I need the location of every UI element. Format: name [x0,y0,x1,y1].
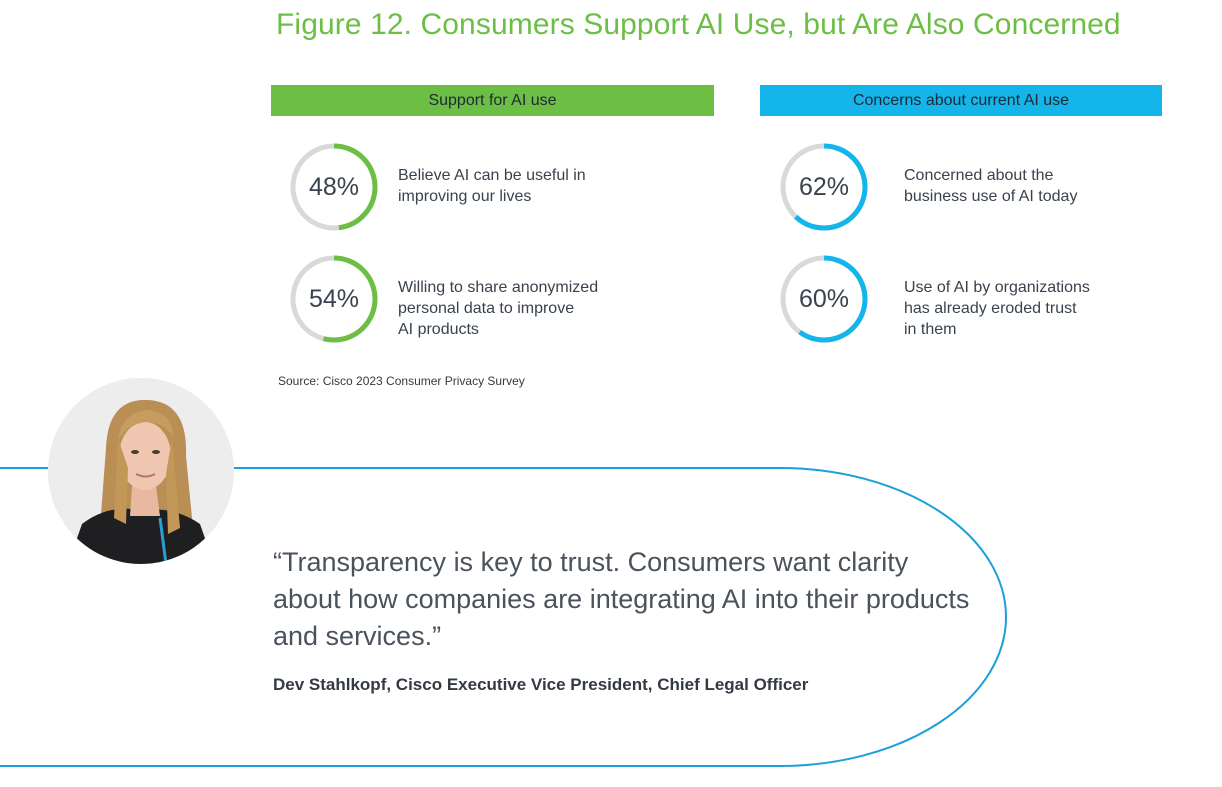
donut-arc [780,255,868,343]
quote-text: “Transparency is key to trust. Consumers… [273,547,970,651]
stat-description: Believe AI can be useful in improving ou… [398,167,586,205]
donut-ring [780,255,868,343]
donut-arc [780,143,868,231]
source-note: Source: Cisco 2023 Consumer Privacy Surv… [278,374,525,388]
donut-value-label: 62% [798,173,850,201]
quote-attribution: Dev Stahlkopf, Cisco Executive Vice Pres… [273,675,809,694]
person-portrait-icon [48,378,234,564]
donut-ring [290,143,378,231]
donut-arc [290,143,378,231]
stat-eroded-trust: 60% Use of AI by organizations has alrea… [780,255,1200,347]
donut-value-label: 60% [798,285,850,313]
stat-useful: 48% Believe AI can be useful in improvin… [290,143,710,235]
donut-arc [290,255,378,343]
stat-business-concern: 62% Concerned about the business use of … [780,143,1200,235]
avatar [48,378,234,564]
donut-value-label: 48% [308,173,360,201]
stat-share-data: 54% Willing to share anonymized personal… [290,255,710,347]
donut-value-label: 54% [308,285,360,313]
stat-description: Willing to share anonymized personal dat… [398,279,599,338]
stat-description: Use of AI by organizations has already e… [904,279,1090,338]
concerns-panel-header: Concerns about current AI use [760,85,1162,116]
quote-frame-line [0,467,1007,767]
donut-ring [290,255,378,343]
stat-description: Concerned about the business use of AI t… [904,167,1078,205]
donut-ring [780,143,868,231]
support-panel-header: Support for AI use [271,85,714,116]
figure-title: Figure 12. Consumers Support AI Use, but… [276,8,1121,41]
